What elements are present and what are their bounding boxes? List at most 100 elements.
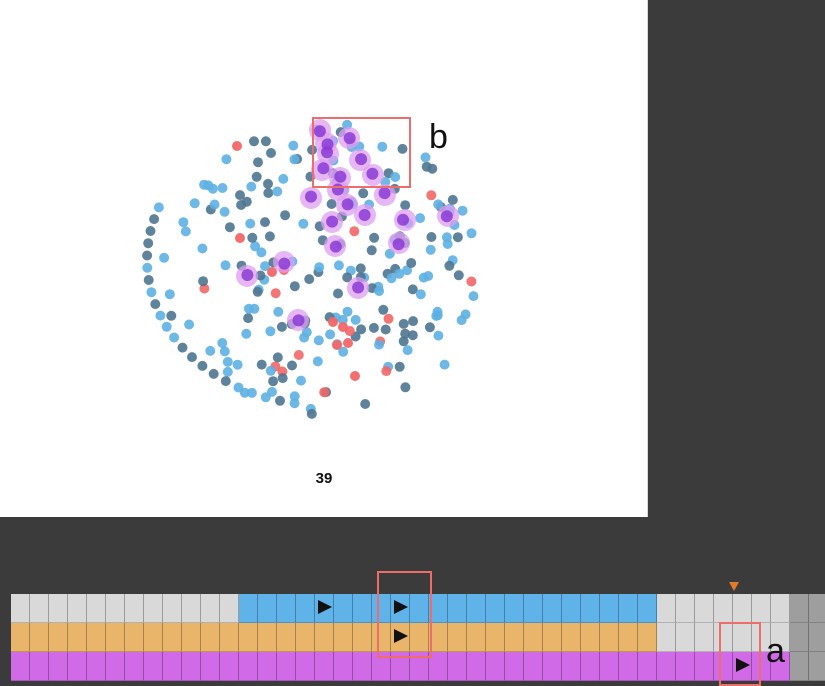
timeline-cell[interactable] xyxy=(505,623,524,652)
timeline-cell[interactable] xyxy=(543,652,562,681)
playhead-marker[interactable] xyxy=(729,582,739,591)
timeline-cell[interactable] xyxy=(334,623,353,652)
timeline-cell[interactable] xyxy=(11,652,30,681)
timeline-cell[interactable] xyxy=(752,594,771,623)
timeline-cell[interactable] xyxy=(695,594,714,623)
timeline-cell[interactable] xyxy=(733,623,752,652)
timeline-cell[interactable] xyxy=(220,652,239,681)
timeline-cell[interactable] xyxy=(581,623,600,652)
timeline-cell[interactable] xyxy=(429,652,448,681)
timeline-cell[interactable] xyxy=(315,594,334,623)
timeline-cell[interactable] xyxy=(809,652,825,681)
timeline-cell[interactable] xyxy=(619,623,638,652)
timeline-cell[interactable] xyxy=(524,594,543,623)
timeline-cell[interactable] xyxy=(752,652,771,681)
timeline-cell[interactable] xyxy=(68,652,87,681)
timeline-cell[interactable] xyxy=(49,594,68,623)
timeline-cell[interactable] xyxy=(163,652,182,681)
timeline-cell[interactable] xyxy=(201,594,220,623)
timeline-cell[interactable] xyxy=(524,652,543,681)
play-icon[interactable] xyxy=(318,600,332,614)
play-icon[interactable] xyxy=(736,658,750,672)
timeline-cell[interactable] xyxy=(467,652,486,681)
timeline-cell[interactable] xyxy=(296,594,315,623)
timeline-cell[interactable] xyxy=(125,594,144,623)
timeline-cell[interactable] xyxy=(125,623,144,652)
timeline-cell[interactable] xyxy=(277,623,296,652)
timeline-cell[interactable] xyxy=(201,652,220,681)
timeline-cell[interactable] xyxy=(600,652,619,681)
timeline-cell[interactable] xyxy=(68,594,87,623)
timeline-cell[interactable] xyxy=(657,594,676,623)
timeline-cell[interactable] xyxy=(391,652,410,681)
timeline-cell[interactable] xyxy=(182,623,201,652)
timeline-cell[interactable] xyxy=(353,623,372,652)
timeline-cell[interactable] xyxy=(391,623,410,652)
timeline-cell[interactable] xyxy=(676,623,695,652)
timeline-cell[interactable] xyxy=(334,652,353,681)
timeline-cell[interactable] xyxy=(771,623,790,652)
timeline-cell[interactable] xyxy=(144,594,163,623)
timeline-cell[interactable] xyxy=(87,623,106,652)
timeline-cell[interactable] xyxy=(467,594,486,623)
timeline-cell[interactable] xyxy=(239,594,258,623)
timeline-cell[interactable] xyxy=(30,652,49,681)
timeline-cell[interactable] xyxy=(733,594,752,623)
timeline-cell[interactable] xyxy=(676,652,695,681)
timeline-cell[interactable] xyxy=(771,594,790,623)
timeline-cell[interactable] xyxy=(752,623,771,652)
timeline-cell[interactable] xyxy=(49,623,68,652)
timeline-cell[interactable] xyxy=(733,652,752,681)
timeline-cell[interactable] xyxy=(543,623,562,652)
timeline-cell[interactable] xyxy=(600,594,619,623)
timeline-cell[interactable] xyxy=(486,594,505,623)
timeline-cell[interactable] xyxy=(600,623,619,652)
timeline-cell[interactable] xyxy=(771,652,790,681)
timeline-cell[interactable] xyxy=(410,652,429,681)
timeline-cell[interactable] xyxy=(790,652,809,681)
timeline-cell[interactable] xyxy=(448,652,467,681)
timeline-cell[interactable] xyxy=(220,594,239,623)
timeline-cell[interactable] xyxy=(30,594,49,623)
timeline-cell[interactable] xyxy=(657,652,676,681)
timeline-cell[interactable] xyxy=(410,623,429,652)
timeline-cell[interactable] xyxy=(87,652,106,681)
timeline-cell[interactable] xyxy=(201,623,220,652)
timeline-cell[interactable] xyxy=(258,594,277,623)
timeline-cell[interactable] xyxy=(353,594,372,623)
play-icon[interactable] xyxy=(394,600,408,614)
timeline-cell[interactable] xyxy=(182,652,201,681)
timeline-cell[interactable] xyxy=(315,623,334,652)
timeline-cell[interactable] xyxy=(106,652,125,681)
timeline-cell[interactable] xyxy=(619,594,638,623)
timeline-cell[interactable] xyxy=(714,594,733,623)
timeline-cell[interactable] xyxy=(68,623,87,652)
timeline-cell[interactable] xyxy=(144,652,163,681)
timeline-cell[interactable] xyxy=(429,623,448,652)
timeline-cell[interactable] xyxy=(486,623,505,652)
timeline-cell[interactable] xyxy=(562,652,581,681)
timeline-cell[interactable] xyxy=(239,623,258,652)
timeline-cell[interactable] xyxy=(315,652,334,681)
timeline-cell[interactable] xyxy=(258,623,277,652)
timeline-cell[interactable] xyxy=(296,623,315,652)
timeline-cell[interactable] xyxy=(106,623,125,652)
timeline-cell[interactable] xyxy=(144,623,163,652)
timeline-cell[interactable] xyxy=(391,594,410,623)
timeline-cell[interactable] xyxy=(676,594,695,623)
timeline-cell[interactable] xyxy=(695,623,714,652)
timeline-cell[interactable] xyxy=(505,652,524,681)
timeline-cell[interactable] xyxy=(486,652,505,681)
timeline-cell[interactable] xyxy=(809,623,825,652)
timeline-cell[interactable] xyxy=(543,594,562,623)
timeline-cell[interactable] xyxy=(581,652,600,681)
timeline-cell[interactable] xyxy=(638,594,657,623)
timeline-cell[interactable] xyxy=(695,652,714,681)
timeline-cell[interactable] xyxy=(11,594,30,623)
timeline-cell[interactable] xyxy=(790,594,809,623)
timeline-cell[interactable] xyxy=(372,652,391,681)
timeline-cell[interactable] xyxy=(258,652,277,681)
timeline-cell[interactable] xyxy=(30,623,49,652)
timeline-cell[interactable] xyxy=(353,652,372,681)
timeline-cell[interactable] xyxy=(125,652,144,681)
